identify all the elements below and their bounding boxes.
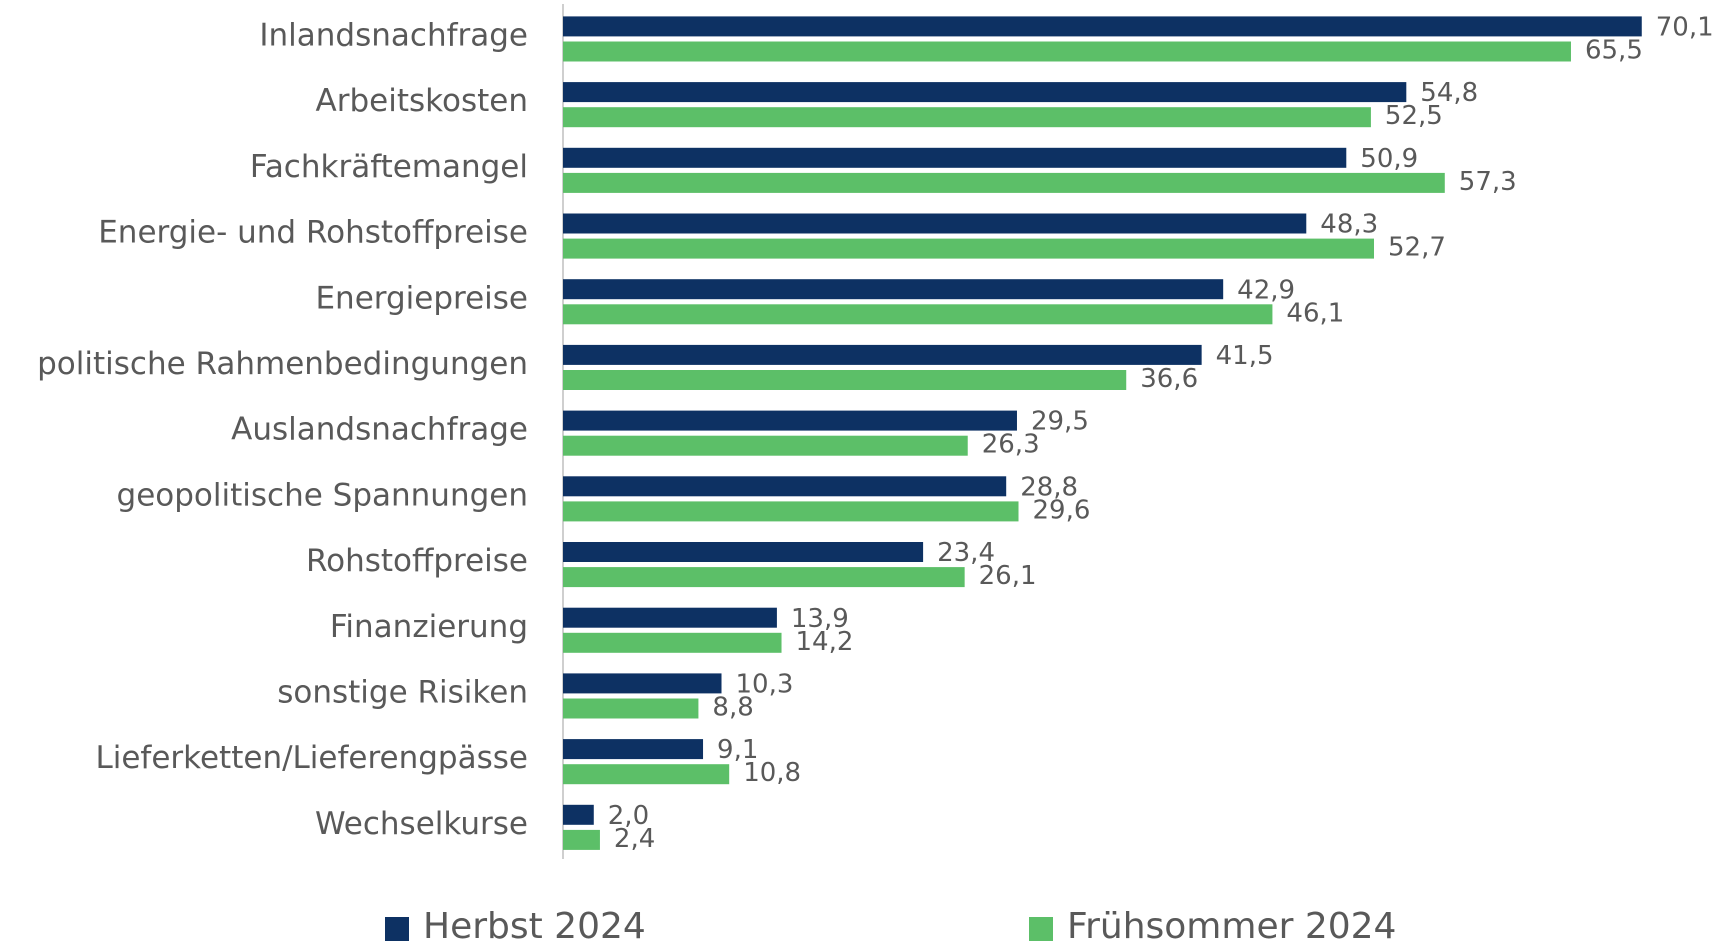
bar — [563, 370, 1127, 390]
category-label: Rohstoffpreise — [306, 543, 528, 579]
category-label: Fachkräftemangel — [250, 149, 528, 185]
category-label: Energiepreise — [315, 280, 528, 316]
bar — [563, 804, 594, 825]
legend-label: Frühsommer 2024 — [1067, 906, 1396, 944]
value-label: 9,1 — [717, 735, 758, 765]
category-label: Finanzierung — [330, 609, 528, 645]
value-label: 29,6 — [1033, 495, 1091, 525]
bar — [563, 344, 1202, 365]
bar — [563, 279, 1224, 300]
value-label: 26,3 — [982, 430, 1040, 460]
value-label: 2,4 — [614, 824, 655, 854]
bar — [563, 147, 1347, 168]
category-label: Inlandsnachfrage — [259, 18, 528, 54]
value-label: 46,1 — [1286, 298, 1344, 328]
value-label: 29,5 — [1031, 407, 1089, 437]
category-label: Arbeitskosten — [316, 83, 528, 119]
bar — [563, 698, 699, 719]
value-label: 54,8 — [1420, 78, 1478, 108]
value-label: 65,5 — [1585, 36, 1643, 66]
value-label: 10,8 — [743, 758, 801, 788]
bar — [563, 764, 730, 785]
legend-label: Herbst 2024 — [423, 906, 646, 944]
bar — [563, 107, 1371, 128]
bar — [563, 673, 722, 694]
bar — [563, 41, 1571, 62]
bar — [563, 16, 1642, 37]
bar — [563, 476, 1007, 497]
value-label: 14,2 — [796, 627, 854, 657]
value-label: 52,7 — [1388, 233, 1446, 263]
bar — [563, 567, 965, 588]
bar — [563, 172, 1445, 193]
value-label: 41,5 — [1216, 341, 1274, 371]
value-label: 26,1 — [979, 561, 1037, 591]
bar — [563, 213, 1307, 234]
value-label: 13,9 — [791, 604, 849, 634]
value-label: 23,4 — [937, 538, 995, 568]
bar — [563, 82, 1407, 103]
category-label: Wechselkurse — [315, 806, 528, 842]
value-label: 28,8 — [1020, 472, 1078, 502]
legend-swatch — [385, 917, 409, 941]
bar — [563, 542, 924, 562]
bar — [563, 304, 1273, 325]
category-label: Lieferketten/Lieferengpässe — [95, 740, 528, 776]
bar — [563, 410, 1017, 431]
value-label: 70,1 — [1656, 13, 1713, 43]
value-label: 57,3 — [1459, 167, 1517, 197]
bar — [563, 632, 782, 653]
bar — [563, 739, 704, 760]
bar — [563, 829, 600, 850]
category-label: Auslandsnachfrage — [231, 412, 528, 448]
category-label: Energie- und Rohstoffpreise — [98, 215, 528, 251]
legend-swatch — [1029, 917, 1053, 941]
category-label: sonstige Risiken — [277, 675, 528, 711]
value-label: 10,3 — [736, 670, 794, 700]
value-label: 50,9 — [1360, 144, 1418, 174]
value-label: 48,3 — [1320, 210, 1378, 240]
bar — [563, 435, 968, 456]
value-label: 2,0 — [608, 801, 649, 831]
bar — [563, 501, 1019, 522]
bar — [563, 238, 1374, 259]
value-label: 52,5 — [1385, 101, 1443, 131]
value-label: 36,6 — [1140, 364, 1198, 394]
bar — [563, 607, 777, 628]
category-label: geopolitische Spannungen — [117, 477, 528, 513]
value-label: 42,9 — [1237, 275, 1295, 305]
category-label: politische Rahmenbedingungen — [37, 346, 528, 382]
value-label: 8,8 — [712, 693, 753, 723]
